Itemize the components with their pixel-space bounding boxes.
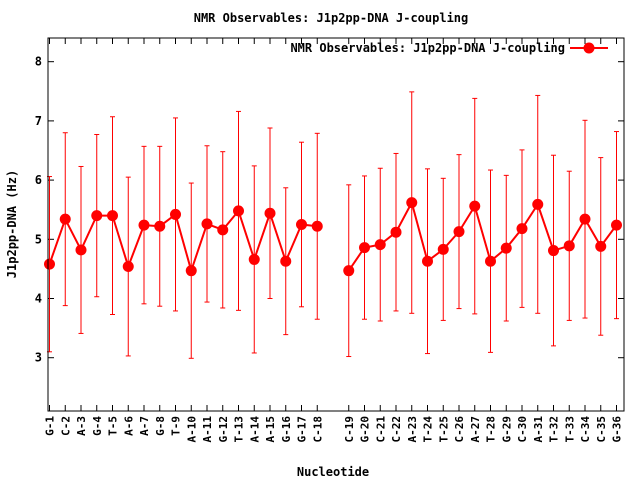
- data-point: [91, 210, 103, 222]
- data-point: [154, 220, 166, 232]
- series-line: [347, 201, 618, 272]
- x-tick-label: G-1: [44, 416, 57, 436]
- data-point: [217, 224, 229, 236]
- plot-frame: [47, 37, 625, 412]
- x-tick-label: G-4: [91, 416, 104, 436]
- data-point: [59, 213, 71, 225]
- data-point: [359, 242, 370, 254]
- legend-label: NMR Observables: J1p2pp-DNA J-coupling: [290, 41, 565, 55]
- x-tick-label: C-2: [59, 416, 72, 436]
- y-tick-label: 6: [35, 173, 42, 187]
- data-point: [406, 197, 418, 209]
- data-point: [280, 255, 292, 267]
- x-tick-label: T-9: [170, 416, 183, 436]
- legend-marker-swatch: [583, 42, 595, 54]
- data-point: [122, 261, 134, 273]
- y-tick-label: 8: [35, 55, 42, 69]
- data-point: [532, 198, 544, 210]
- x-tick-label: C-18: [311, 416, 324, 443]
- data-points: [44, 197, 622, 277]
- error-bars: [47, 91, 619, 359]
- data-point: [500, 242, 512, 254]
- data-point: [422, 255, 433, 267]
- data-point: [170, 208, 181, 220]
- x-axis-ticks: G-1 C-2 A-3 G-4 T-5 A-6 A-7 G-8 T-9 A-10 A-11 G-12 T…: [44, 38, 624, 443]
- x-tick-label: G-8: [154, 416, 167, 436]
- x-tick-label: T-25: [437, 416, 450, 443]
- data-point: [311, 220, 323, 232]
- data-point: [516, 223, 528, 235]
- data-point: [75, 244, 87, 256]
- x-tick-label: C-22: [390, 416, 403, 443]
- x-tick-label: C-34: [579, 416, 592, 443]
- x-tick-label: T-13: [233, 416, 246, 443]
- data-point: [185, 265, 197, 277]
- y-axis-ticks: 3 4 5 6 7 8: [35, 55, 624, 365]
- x-tick-label: C-35: [595, 416, 608, 443]
- y-tick-label: 7: [35, 114, 42, 128]
- data-point: [44, 258, 55, 270]
- x-tick-label: T-33: [563, 416, 576, 443]
- series-lines: [48, 201, 618, 272]
- x-tick-label: T-24: [422, 416, 435, 443]
- x-tick-label: G-36: [611, 416, 624, 443]
- data-point: [563, 240, 575, 252]
- x-tick-label: A-10: [185, 416, 198, 443]
- data-point: [138, 219, 150, 231]
- data-point: [107, 210, 118, 222]
- x-tick-label: G-17: [296, 416, 309, 443]
- y-tick-label: 4: [35, 292, 42, 306]
- series-line: [48, 209, 318, 272]
- x-tick-label: A-27: [469, 416, 482, 443]
- data-point: [595, 240, 607, 252]
- x-tick-label: G-12: [217, 416, 230, 443]
- x-tick-label: A-11: [201, 416, 214, 443]
- x-tick-label: T-28: [485, 416, 498, 443]
- x-tick-label: G-29: [500, 416, 513, 443]
- data-point: [343, 265, 355, 277]
- x-tick-label: C-30: [516, 416, 529, 443]
- x-tick-label: T-5: [107, 416, 120, 436]
- x-tick-label: T-32: [548, 416, 561, 443]
- x-tick-label: G-16: [280, 416, 293, 443]
- data-point: [296, 219, 307, 230]
- x-tick-label: A-3: [75, 416, 88, 436]
- data-point: [264, 207, 276, 219]
- x-tick-label: G-20: [359, 416, 372, 443]
- x-tick-label: A-23: [406, 416, 419, 443]
- x-tick-label: A-14: [248, 416, 261, 443]
- x-tick-label: A-31: [532, 416, 545, 443]
- x-axis-label: Nucleotide: [297, 465, 369, 479]
- y-tick-label: 5: [35, 232, 42, 246]
- data-point: [437, 243, 449, 255]
- legend: NMR Observables: J1p2pp-DNA J-coupling: [290, 41, 608, 55]
- y-axis-label: J1p2pp-DNA (Hz): [5, 170, 19, 278]
- y-tick-label: 3: [35, 351, 42, 365]
- x-tick-label: C-21: [374, 416, 387, 443]
- data-point: [374, 239, 386, 251]
- data-point: [611, 219, 622, 231]
- x-tick-label: C-26: [453, 416, 466, 443]
- data-point: [248, 253, 260, 265]
- data-point: [201, 218, 213, 230]
- data-point: [469, 200, 481, 212]
- data-point: [485, 255, 496, 267]
- x-tick-label: A-7: [138, 416, 151, 436]
- data-point: [453, 226, 465, 238]
- data-point: [548, 245, 559, 257]
- x-tick-label: A-15: [264, 416, 277, 443]
- data-point: [233, 205, 244, 217]
- data-point: [579, 213, 591, 225]
- x-tick-label: A-6: [122, 416, 135, 436]
- chart-title: NMR Observables: J1p2pp-DNA J-coupling: [194, 11, 469, 25]
- x-tick-label: C-19: [343, 416, 356, 443]
- data-point: [390, 226, 402, 238]
